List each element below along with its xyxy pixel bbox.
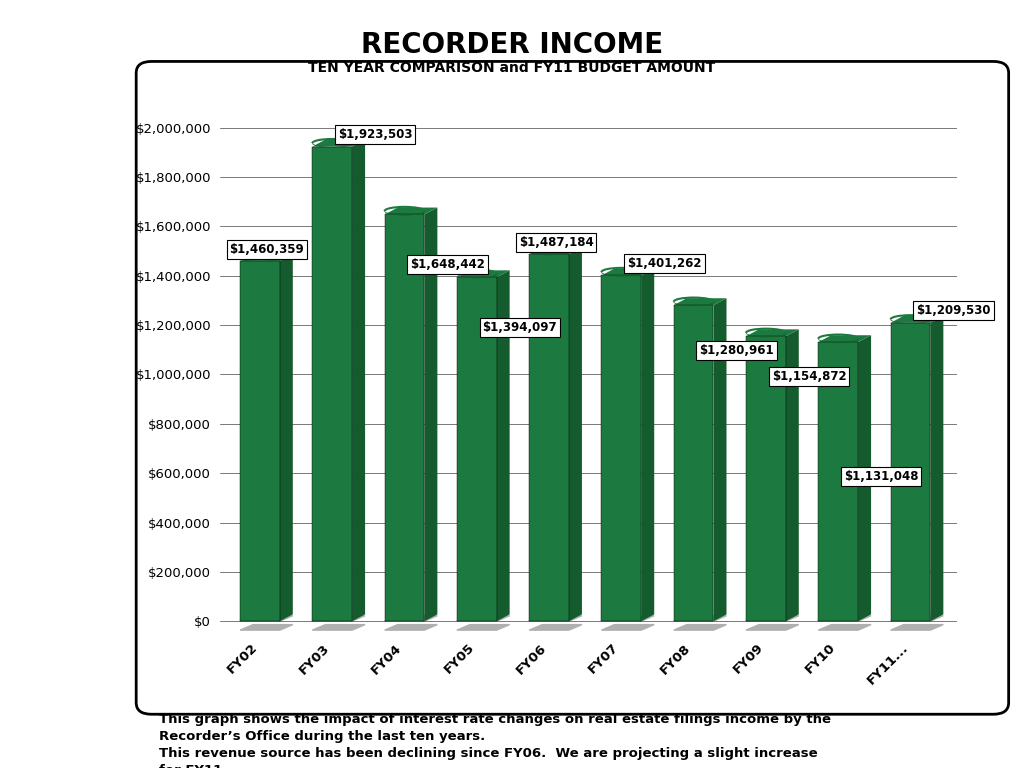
Polygon shape xyxy=(312,147,352,621)
Text: $1,487,184: $1,487,184 xyxy=(519,236,594,249)
Polygon shape xyxy=(674,624,726,631)
Polygon shape xyxy=(601,624,654,631)
Polygon shape xyxy=(931,316,943,621)
Polygon shape xyxy=(746,329,799,336)
Polygon shape xyxy=(529,247,582,254)
Polygon shape xyxy=(529,616,582,621)
Polygon shape xyxy=(818,616,871,621)
Polygon shape xyxy=(746,624,799,631)
Polygon shape xyxy=(818,624,871,631)
Polygon shape xyxy=(674,616,726,621)
Polygon shape xyxy=(457,277,497,621)
Polygon shape xyxy=(457,270,510,277)
Polygon shape xyxy=(457,616,510,621)
Polygon shape xyxy=(714,298,726,621)
Polygon shape xyxy=(641,269,654,621)
Text: $1,280,961: $1,280,961 xyxy=(699,344,774,357)
Polygon shape xyxy=(601,269,654,276)
Polygon shape xyxy=(280,254,293,621)
Polygon shape xyxy=(529,624,582,631)
Text: $1,209,530: $1,209,530 xyxy=(916,304,991,317)
Polygon shape xyxy=(569,247,582,621)
Polygon shape xyxy=(674,305,714,621)
Polygon shape xyxy=(240,616,293,621)
Text: $1,401,262: $1,401,262 xyxy=(627,257,701,270)
Text: $1,131,048: $1,131,048 xyxy=(844,470,919,483)
Polygon shape xyxy=(601,276,641,621)
Polygon shape xyxy=(240,624,293,631)
Text: TEN YEAR COMPARISON and FY11 BUDGET AMOUNT: TEN YEAR COMPARISON and FY11 BUDGET AMOU… xyxy=(308,61,716,74)
Polygon shape xyxy=(746,336,785,621)
Polygon shape xyxy=(891,624,943,631)
Polygon shape xyxy=(891,323,931,621)
Polygon shape xyxy=(312,616,366,621)
Polygon shape xyxy=(891,316,943,323)
Polygon shape xyxy=(312,624,366,631)
Text: $1,648,442: $1,648,442 xyxy=(411,258,485,271)
Polygon shape xyxy=(457,624,510,631)
Polygon shape xyxy=(818,343,858,621)
Polygon shape xyxy=(529,254,569,621)
Polygon shape xyxy=(240,254,293,261)
Polygon shape xyxy=(385,624,437,631)
Polygon shape xyxy=(424,207,437,621)
Polygon shape xyxy=(240,261,280,621)
Text: $1,154,872: $1,154,872 xyxy=(772,370,846,383)
Polygon shape xyxy=(385,616,437,621)
Polygon shape xyxy=(601,616,654,621)
Text: $1,394,097: $1,394,097 xyxy=(482,321,557,334)
Polygon shape xyxy=(385,214,424,621)
Polygon shape xyxy=(746,616,799,621)
Text: $1,923,503: $1,923,503 xyxy=(338,128,413,141)
Polygon shape xyxy=(352,140,366,621)
Polygon shape xyxy=(674,298,726,305)
Text: $1,460,359: $1,460,359 xyxy=(229,243,304,257)
Polygon shape xyxy=(312,140,366,147)
Text: RECORDER INCOME: RECORDER INCOME xyxy=(360,31,664,58)
Polygon shape xyxy=(385,207,437,214)
Polygon shape xyxy=(818,336,871,343)
Text: This graph shows the impact of interest rate changes on real estate filings inco: This graph shows the impact of interest … xyxy=(159,713,830,768)
Polygon shape xyxy=(858,336,871,621)
Polygon shape xyxy=(891,616,943,621)
Polygon shape xyxy=(785,329,799,621)
Polygon shape xyxy=(497,270,510,621)
